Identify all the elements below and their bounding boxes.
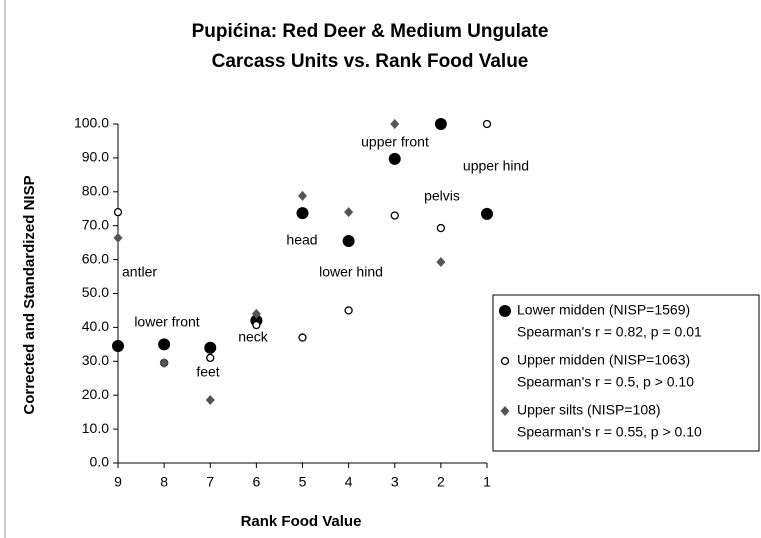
point	[482, 119, 492, 129]
x-tick-label: 7	[206, 474, 214, 490]
point	[342, 234, 355, 247]
point	[252, 320, 261, 330]
point	[388, 152, 401, 165]
y-tick-label: 40.0	[82, 318, 109, 334]
chart-title: Carcass Units vs. Rank Food Value	[212, 51, 529, 72]
y-tick-label: 20.0	[82, 386, 109, 402]
legend-stat: Spearman's r = 0.82, p = 0.01	[517, 324, 702, 340]
chart-title: Pupićina: Red Deer & Medium Ungulate	[192, 21, 549, 42]
point	[390, 211, 399, 220]
x-tick-label: 4	[345, 474, 353, 490]
point	[296, 207, 309, 220]
x-tick-label: 6	[252, 474, 260, 490]
point	[113, 232, 123, 243]
legend-marker	[500, 406, 510, 416]
point	[113, 207, 123, 217]
point	[112, 340, 124, 353]
point	[298, 333, 307, 342]
annotation: antler	[122, 264, 157, 280]
legend-marker	[500, 356, 510, 366]
y-tick-label: 10.0	[82, 420, 109, 436]
legend-marker	[499, 305, 511, 317]
annotation: head	[286, 232, 317, 248]
point	[436, 256, 446, 267]
x-tick-label: 2	[437, 474, 445, 490]
point	[344, 306, 353, 315]
legend-stat: Spearman's r = 0.55, p > 0.10	[517, 424, 702, 440]
legend-label: Upper midden (NISP=1063)	[517, 352, 690, 368]
point	[251, 308, 261, 319]
x-tick-label: 5	[299, 474, 307, 490]
annotation: neck	[238, 329, 269, 345]
point	[158, 338, 171, 351]
y-tick-label: 100.0	[74, 115, 109, 131]
x-axis-label: Rank Food Value	[241, 513, 362, 530]
legend-label: Upper silts (NISP=108)	[517, 402, 661, 418]
legend-box	[492, 294, 760, 452]
annotation: pelvis	[424, 188, 460, 204]
annotation: feet	[196, 364, 219, 380]
point	[436, 223, 446, 233]
legend-stat: Spearman's r = 0.5, p > 0.10	[517, 374, 694, 390]
point	[206, 353, 215, 363]
y-tick-label: 70.0	[82, 216, 109, 232]
x-tick-label: 9	[114, 474, 122, 490]
point	[159, 357, 169, 368]
legend-label: Lower midden (NISP=1569)	[517, 302, 690, 318]
y-tick-label: 90.0	[82, 149, 109, 165]
x-tick-label: 8	[160, 474, 168, 490]
annotation: lower hind	[319, 264, 383, 280]
y-tick-label: 50.0	[82, 284, 109, 300]
y-tick-label: 30.0	[82, 352, 109, 368]
y-axis-label: Corrected and Standardized NISP	[21, 175, 38, 414]
y-tick-label: 60.0	[82, 250, 109, 266]
x-tick-label: 3	[391, 474, 399, 490]
point	[434, 118, 447, 130]
point	[298, 190, 307, 201]
point	[390, 119, 400, 129]
y-tick-label: 0.0	[90, 454, 110, 470]
annotation: upper front	[361, 134, 429, 150]
annotation: upper hind	[463, 158, 529, 174]
annotation: lower front	[134, 314, 199, 330]
point	[481, 207, 493, 220]
point	[344, 207, 354, 218]
x-tick-label: 1	[483, 474, 491, 490]
point	[205, 394, 215, 405]
point	[204, 341, 217, 354]
y-tick-label: 80.0	[82, 183, 109, 199]
